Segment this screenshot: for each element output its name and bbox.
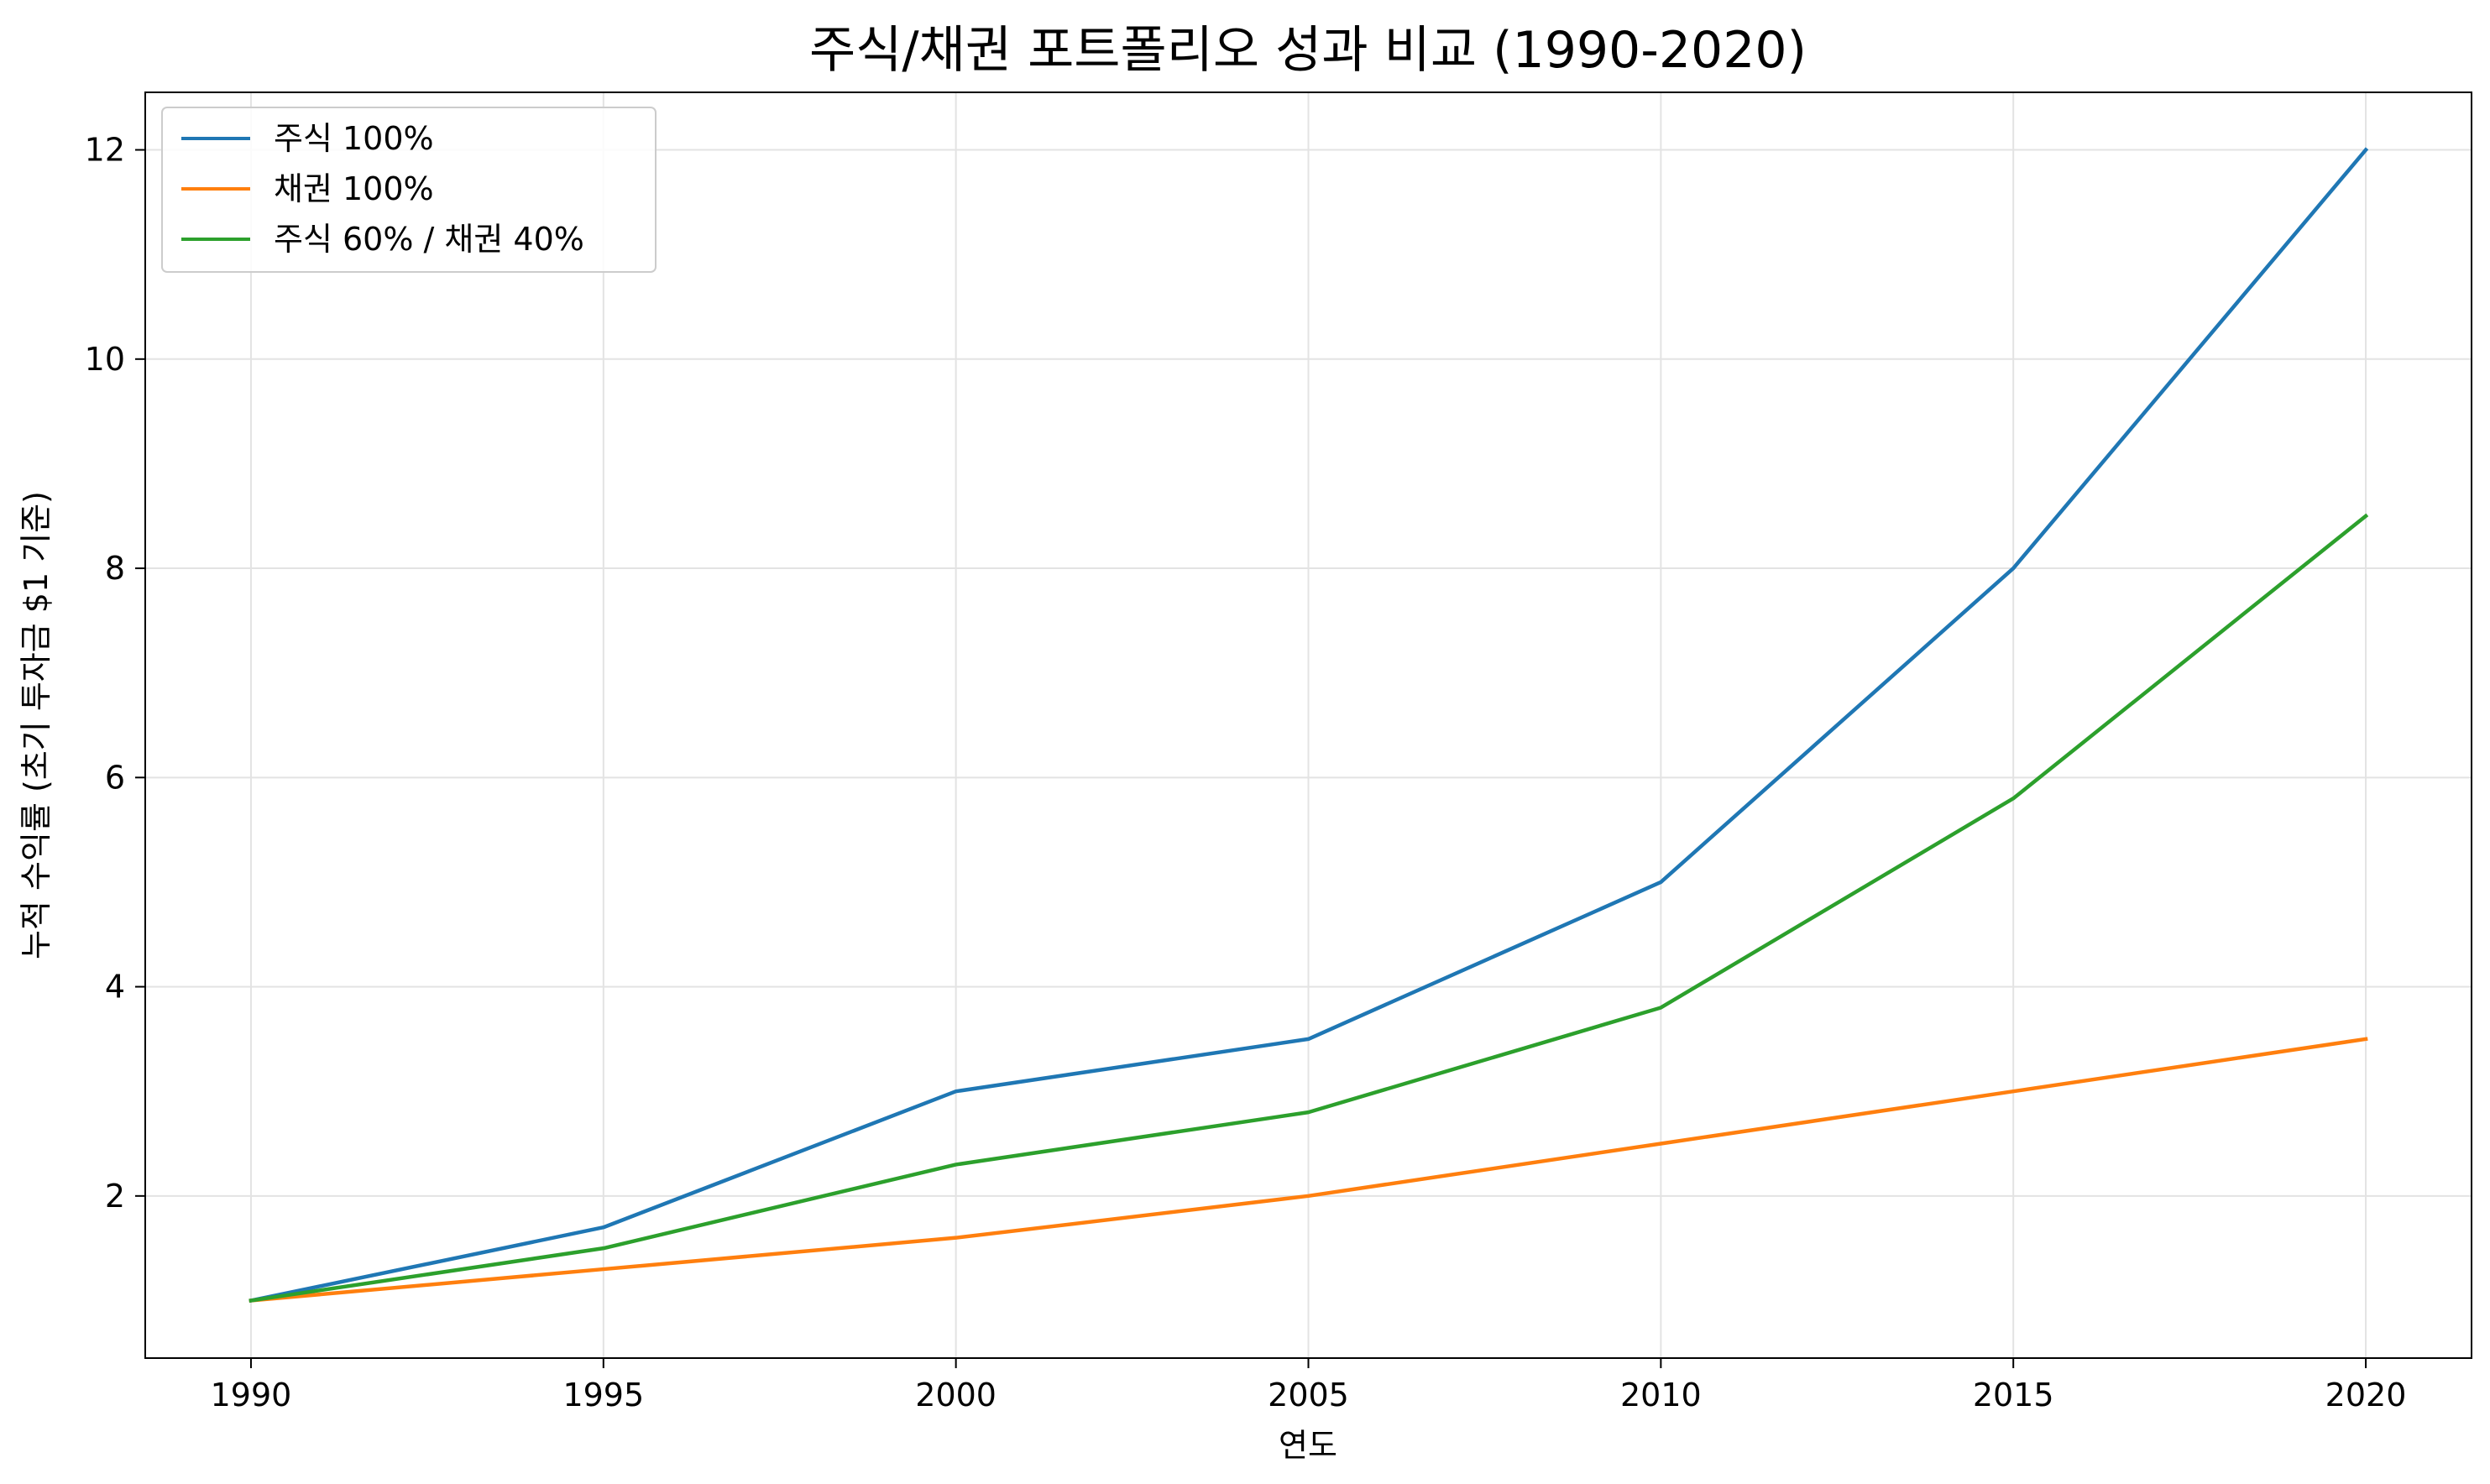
y-tick-label: 12 (85, 132, 125, 169)
y-tick-label: 10 (85, 341, 125, 378)
legend-label-stocks: 주식 100% (274, 120, 434, 157)
x-tick-label: 1995 (562, 1377, 644, 1413)
series-lines (248, 147, 2369, 1304)
x-tick-label: 2020 (2325, 1377, 2407, 1413)
x-axis-title: 연도 (1279, 1427, 1337, 1464)
y-axis-ticks: 2 4 6 8 10 12 (85, 132, 145, 1215)
y-tick-label: 4 (105, 969, 125, 1006)
grid-lines (145, 92, 2472, 1358)
legend-label-mixed: 주식 60% / 채권 40% (274, 221, 584, 258)
y-tick-label: 8 (105, 550, 125, 587)
x-tick-label: 1990 (211, 1377, 292, 1413)
x-axis-ticks: 1990 1995 2000 2005 2010 2015 2020 (211, 1358, 2407, 1413)
y-axis-title: 누적 수익률 (초기 투자금 $1 기준) (18, 491, 55, 959)
y-tick-label: 2 (105, 1178, 125, 1215)
legend: 주식 100% 채권 100% 주식 60% / 채권 40% (161, 107, 657, 273)
legend-box (161, 107, 657, 273)
y-tick-label: 6 (105, 759, 125, 796)
x-tick-label: 2000 (915, 1377, 997, 1413)
x-tick-label: 2005 (1268, 1377, 1349, 1413)
chart-title: 주식/채권 포트폴리오 성과 비교 (1990-2020) (809, 21, 1807, 80)
x-tick-label: 2015 (1973, 1377, 2054, 1413)
x-tick-label: 2010 (1620, 1377, 1702, 1413)
legend-label-bonds: 채권 100% (274, 170, 434, 207)
